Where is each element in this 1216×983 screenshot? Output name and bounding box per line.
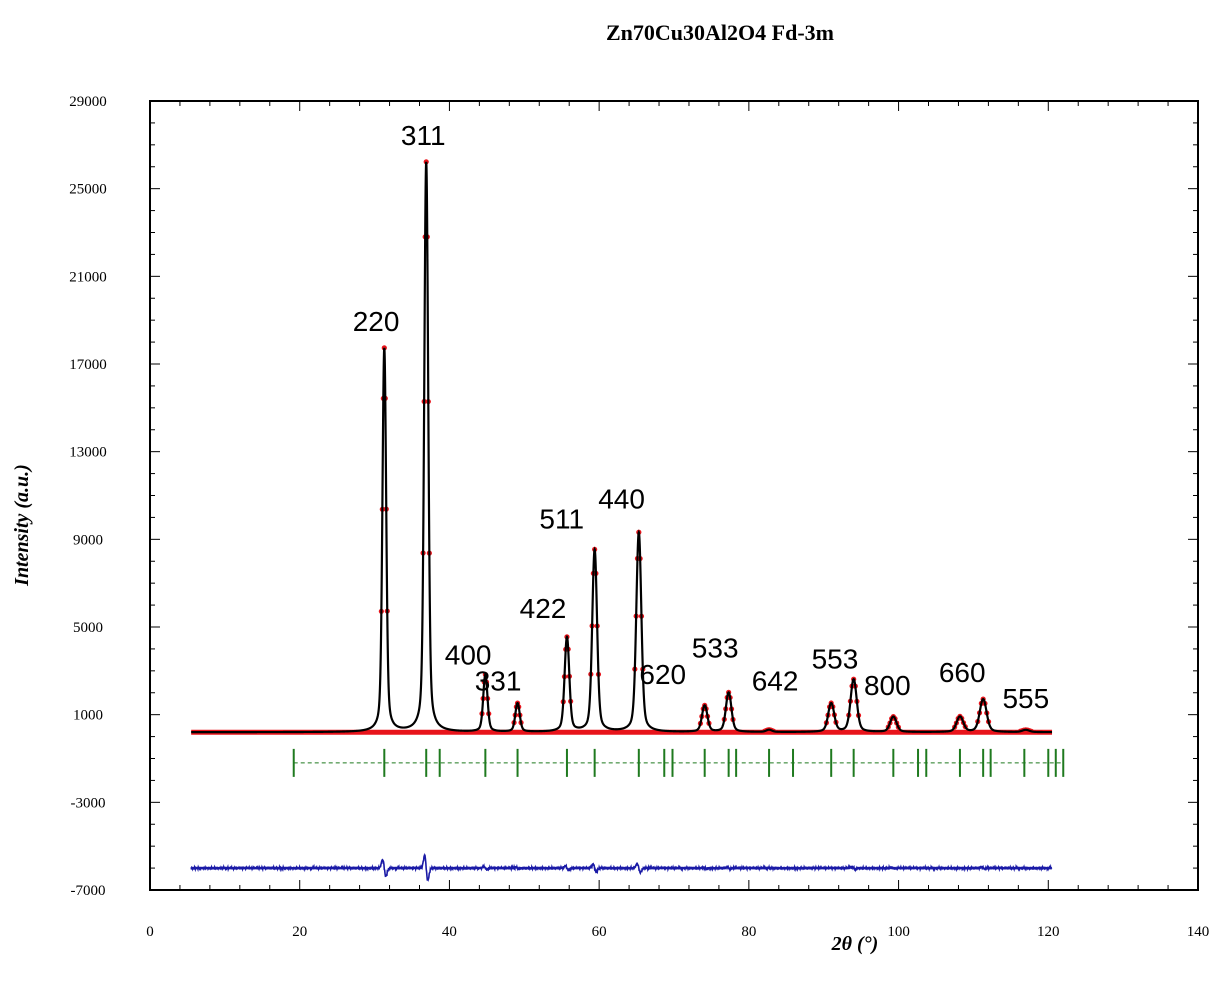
tick-labels: 0 20 40 60 80 100 120 140 -7000 -3000 1000 5000 9000…: [69, 94, 1209, 940]
observed-points: [191, 159, 1053, 735]
peak-label-800: 800: [864, 670, 911, 701]
x-tick-label: 120: [1037, 924, 1060, 940]
y-tick-label: 9000: [73, 532, 103, 548]
calculated-curve: [191, 161, 1053, 734]
peak-label-555: 555: [1002, 683, 1049, 714]
calculated-line: [191, 161, 1053, 734]
peak-label-331: 331: [475, 666, 522, 697]
x-axis-label: 2θ (°): [831, 933, 879, 955]
x-tick-label: 80: [741, 924, 756, 940]
peak-label-553: 553: [812, 644, 859, 675]
y-tick-label: 13000: [69, 445, 107, 461]
y-tick-label: -3000: [71, 795, 106, 811]
y-tick-label: 21000: [69, 269, 107, 285]
y-tick-label: 1000: [73, 708, 103, 724]
y-tick-label: 17000: [69, 357, 107, 373]
x-tick-label: 100: [887, 924, 910, 940]
y-tick-label: 29000: [69, 94, 107, 110]
y-tick-label: 5000: [73, 620, 103, 636]
difference-line: [190, 852, 1053, 882]
axis-ticks: [149, 100, 1199, 891]
difference-curve: [190, 852, 1053, 882]
x-tick-label: 40: [442, 924, 457, 940]
peak-label-220: 220: [353, 306, 400, 337]
y-tick-label: -7000: [71, 883, 106, 899]
x-tick-label: 0: [146, 924, 154, 940]
plot-frame: [149, 100, 1199, 891]
y-axis-label: Intensity (a.u.): [11, 464, 33, 587]
peak-label-642: 642: [752, 666, 799, 697]
peak-label-400: 400: [445, 639, 492, 670]
peak-label-511: 511: [539, 503, 584, 534]
bragg-markers: [292, 748, 1065, 777]
peak-label-311: 311: [401, 120, 446, 151]
peak-label-620: 620: [639, 659, 686, 690]
peak-label-660: 660: [939, 657, 986, 688]
peak-label-440: 440: [598, 484, 645, 515]
chart-title: Zn70Cu30Al2O4 Fd-3m: [606, 20, 834, 45]
x-tick-label: 140: [1187, 924, 1210, 940]
y-tick-label: 25000: [69, 182, 107, 198]
peak-label-533: 533: [692, 633, 739, 664]
x-tick-label: 60: [592, 924, 607, 940]
peak-label-422: 422: [520, 593, 567, 624]
x-tick-label: 20: [292, 924, 307, 940]
